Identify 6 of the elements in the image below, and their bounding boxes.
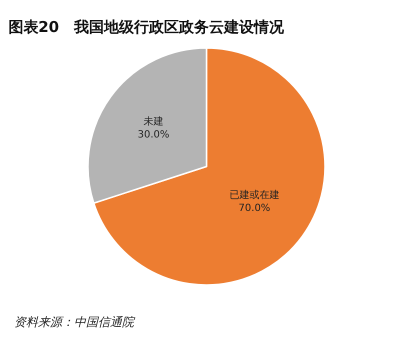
text: 资料来源：中国信通院 [14, 315, 136, 329]
slice-label: 已建或在建 [229, 188, 280, 201]
data-label: 70.0% [238, 202, 270, 214]
data-label: 30.0% [138, 129, 170, 140]
chart-title: 图表20 我国地级行政区政务云建设情况 [8, 18, 286, 36]
slice-label: 未建 [144, 115, 164, 128]
